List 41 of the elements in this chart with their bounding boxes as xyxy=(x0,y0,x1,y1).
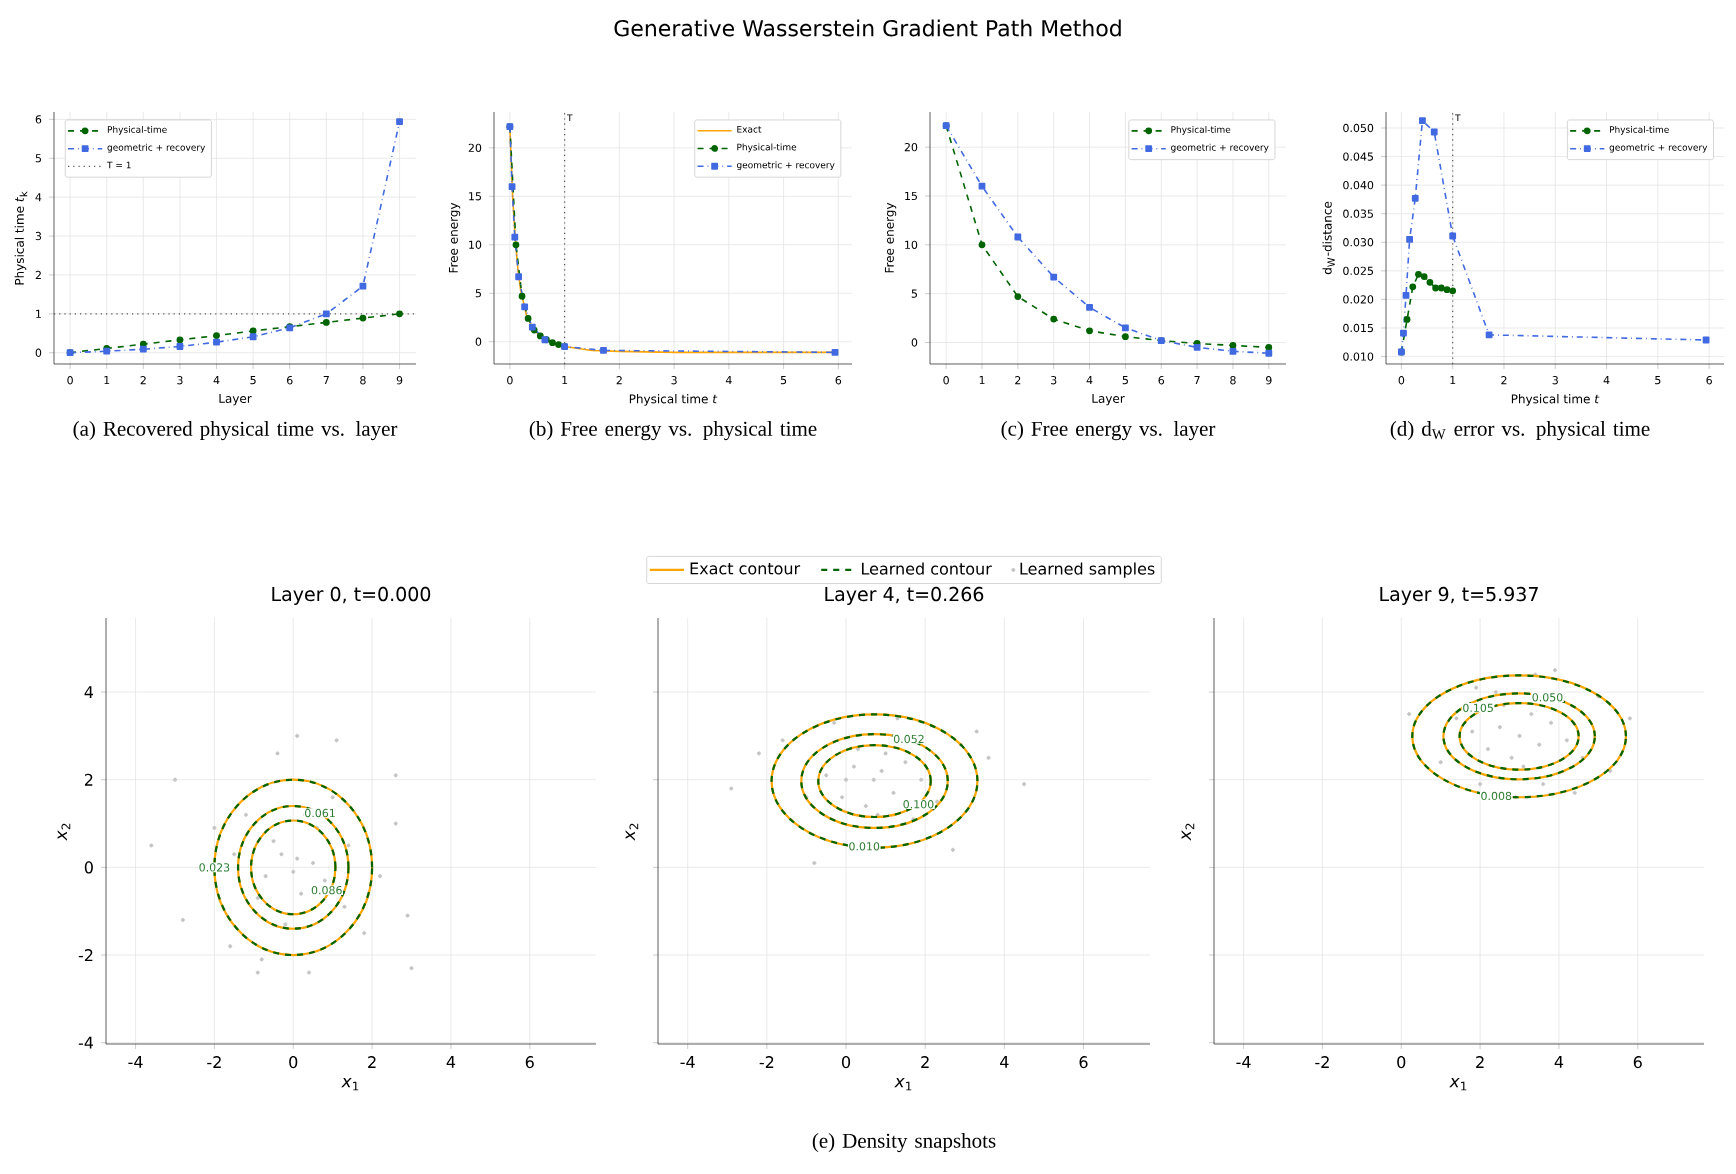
x-tick-label: -2 xyxy=(207,1056,221,1068)
y-axis-title: x$_{2}$ xyxy=(625,823,639,841)
x-tick-label: 2 xyxy=(921,1056,929,1068)
legend-label: Exact contour xyxy=(690,562,801,575)
x-tick-label: 4 xyxy=(446,1056,456,1068)
x-tick-label: 2 xyxy=(368,1056,376,1068)
x-axis-title: x$_{1}$ xyxy=(1449,1077,1467,1091)
chart-title: Layer 4, t=0.266 xyxy=(825,586,984,605)
x-tick-label: 4 xyxy=(1000,1056,1009,1068)
x-tick-label: 2 xyxy=(1476,1056,1484,1068)
legend-label: Learned samples xyxy=(1020,562,1155,578)
x-tick-label: 0 xyxy=(289,1056,298,1069)
x-tick-label: 0 xyxy=(842,1056,851,1069)
x-tick-label: 4 xyxy=(1554,1056,1564,1068)
x-axis-title: x$_{1}$ xyxy=(341,1077,359,1091)
x-tick-label: 6 xyxy=(1633,1056,1642,1069)
x-tick-label: -2 xyxy=(1315,1056,1329,1068)
x-tick-label: -4 xyxy=(1236,1056,1251,1068)
text: (a) Recovered physical time vs. layer xyxy=(73,421,398,441)
text: (d) d$_{W}$ error vs. physical time xyxy=(1390,421,1650,441)
chart-title: Layer 0, t=0.000 xyxy=(272,586,431,605)
y-tick-label: 2 xyxy=(84,773,93,786)
x-tick-label: 6 xyxy=(525,1056,534,1069)
text: (c) Free energy vs. layer xyxy=(1001,421,1216,441)
x-tick-label: -2 xyxy=(759,1056,774,1068)
text: (e) Density snapshots xyxy=(812,1133,996,1153)
text: (b) Free energy vs. physical time xyxy=(529,421,817,441)
text: Generative Wasserstein Gradient Path Method xyxy=(614,19,1121,37)
y-tick-label: -4 xyxy=(78,1036,94,1049)
y-tick-label: 4 xyxy=(84,686,94,698)
y-axis-title: x$_{2}$ xyxy=(1181,823,1195,841)
legend-label: Learned contour xyxy=(862,562,992,575)
x-tick-label: -4 xyxy=(128,1056,143,1068)
y-tick-label: -2 xyxy=(78,949,93,961)
x-tick-label: -4 xyxy=(680,1056,695,1068)
chart-title: Layer 9, t=5.937 xyxy=(1380,586,1538,605)
x-tick-label: 6 xyxy=(1079,1056,1088,1069)
y-tick-label: 0 xyxy=(84,861,93,874)
x-tick-label: 0 xyxy=(1397,1056,1406,1069)
x-axis-title: x$_{1}$ xyxy=(894,1077,912,1091)
y-axis-title: x$_{2}$ xyxy=(57,823,71,841)
